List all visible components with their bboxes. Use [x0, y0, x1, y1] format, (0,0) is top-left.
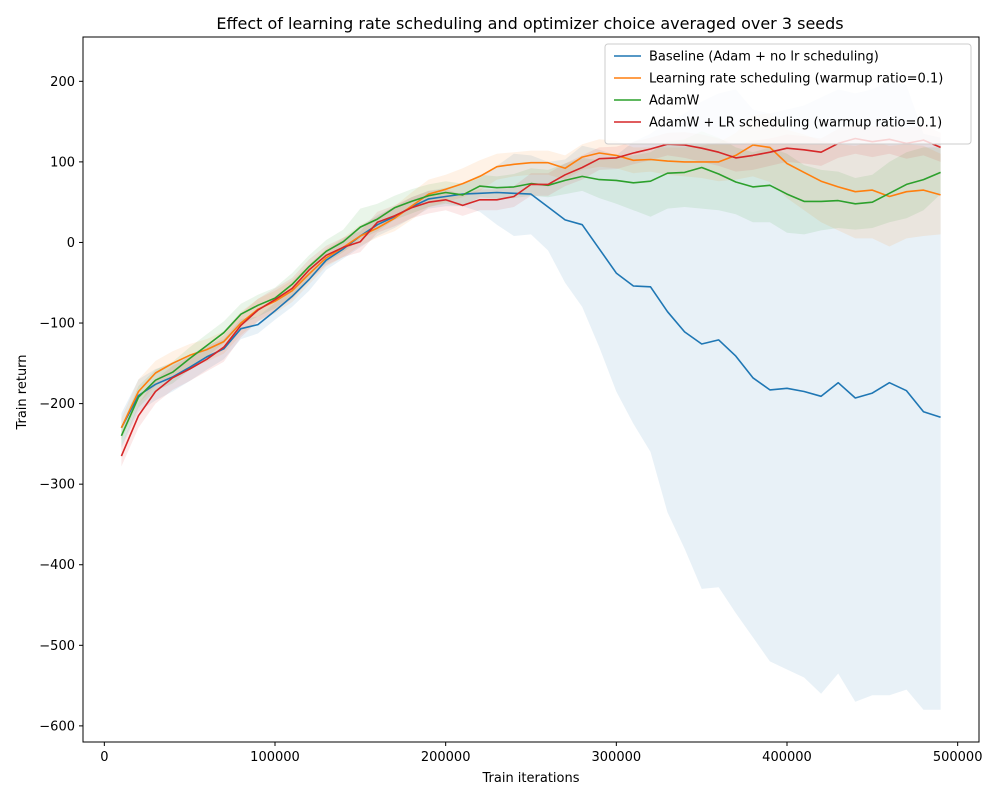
legend-label-2: Learning rate scheduling (warmup ratio=0…: [649, 72, 943, 87]
legend-label-1: Baseline (Adam + no lr scheduling): [649, 50, 879, 65]
series-band-1: [121, 81, 941, 710]
x-axis-ticks: 0 100000 200000 300000 400000 500000: [100, 742, 982, 765]
series-line-4: [120, 137, 941, 457]
chart-title: Effect of learning rate scheduling and o…: [216, 14, 843, 33]
series-band-3: [121, 131, 941, 446]
x-tick-label: 300000: [592, 750, 642, 765]
y-tick-label: 0: [67, 236, 75, 251]
legend-label-3: AdamW: [649, 94, 700, 109]
series-lines: [120, 137, 941, 457]
y-tick-label: −300: [39, 478, 75, 493]
y-axis-label: Train return: [15, 354, 30, 430]
y-tick-label: −500: [39, 639, 75, 654]
y-tick-label: 200: [50, 75, 75, 90]
series-band-2: [121, 113, 941, 440]
y-tick-label: 100: [50, 155, 75, 170]
legend-label-4: AdamW + LR scheduling (warmup ratio=0.1): [649, 116, 942, 131]
y-tick-label: −200: [39, 397, 75, 412]
x-tick-label: 0: [100, 750, 108, 765]
y-tick-label: −400: [39, 558, 75, 573]
legend: Baseline (Adam + no lr scheduling) Learni…: [604, 43, 972, 145]
x-tick-label: 200000: [421, 750, 471, 765]
legend-box: [604, 43, 972, 145]
series-line-1: [120, 191, 941, 429]
y-axis-ticks: −600 −500 −400 −300 −200 −100 0 100 200: [39, 75, 83, 734]
x-tick-label: 400000: [762, 750, 812, 765]
y-tick-label: −100: [39, 317, 75, 332]
plot-frame: [82, 36, 980, 743]
y-tick-label: −600: [39, 719, 75, 734]
x-axis-label: Train iterations: [481, 771, 579, 786]
x-tick-label: 100000: [250, 750, 300, 765]
x-tick-label: 500000: [933, 750, 983, 765]
